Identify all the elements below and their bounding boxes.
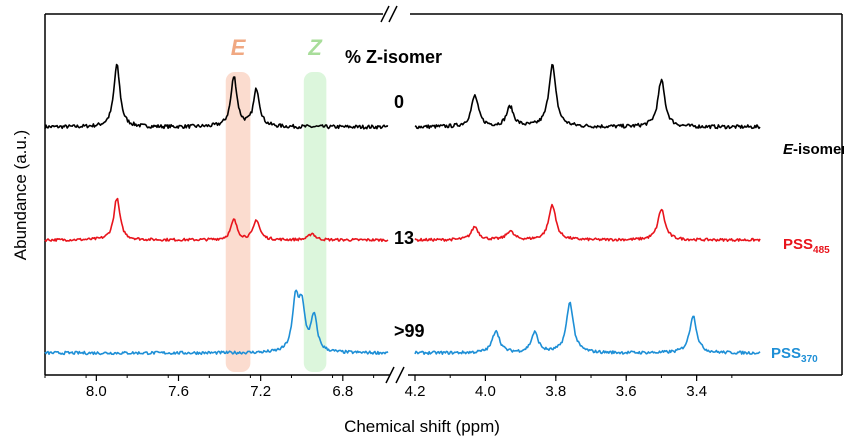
x-tick-label: 8.0: [86, 383, 107, 400]
axis-break-mark: [380, 5, 390, 23]
highlight-bands: [225, 72, 327, 372]
x-tick-label: 4.2: [405, 383, 426, 400]
x-tick-label: 3.8: [545, 383, 566, 400]
x-tick-label: 7.6: [168, 383, 189, 400]
series-label-text: -isomer: [793, 141, 844, 158]
percent-z-label: >99: [394, 321, 425, 341]
trace-pss485-left: [44, 197, 389, 243]
series-label: E-isomer: [783, 141, 844, 158]
x-axis-label: Chemical shift (ppm): [344, 417, 500, 436]
band-e: [225, 72, 251, 372]
trace-pss370-right: [414, 301, 761, 356]
series-label-subscript: 485: [813, 245, 830, 256]
band-label-e: E: [231, 35, 247, 60]
trace-pss485-right: [414, 203, 761, 242]
band-label-z: Z: [307, 35, 323, 60]
percent-z-label: 0: [394, 92, 404, 112]
trace-e-isomer-right: [414, 63, 761, 130]
y-axis-label: Abundance (a.u.): [11, 130, 30, 260]
x-tick-label: 3.4: [686, 383, 707, 400]
trace-pss370-left: [44, 289, 389, 356]
percent-z-label: 13: [394, 228, 414, 248]
axis-break-mark: [385, 366, 395, 384]
series-label-text: PSS: [771, 345, 801, 362]
series-label-italic: E: [783, 141, 794, 158]
spectra-traces: [44, 63, 761, 356]
series-label-subscript: 370: [801, 354, 818, 365]
axis-break-mark: [388, 5, 398, 23]
series-label-text: PSS: [783, 236, 813, 253]
chart-labels: E Z 8.0 7.6 7.2 6.8 4.2 4.0 3.8 3.6 3.4 Chemical sh…: [11, 35, 844, 436]
percent-header: % Z-isomer: [345, 47, 442, 67]
axis-break-mark: [395, 366, 405, 384]
series-label: PSS370: [771, 345, 818, 365]
x-tick-label: 4.0: [475, 383, 496, 400]
x-tick-label: 6.8: [332, 383, 353, 400]
series-label: PSS485: [783, 236, 830, 256]
band-z: [303, 72, 327, 372]
axes-frame: [44, 5, 843, 384]
trace-e-isomer-left: [44, 63, 389, 130]
x-tick-label: 7.2: [250, 383, 271, 400]
x-tick-label: 3.6: [616, 383, 637, 400]
